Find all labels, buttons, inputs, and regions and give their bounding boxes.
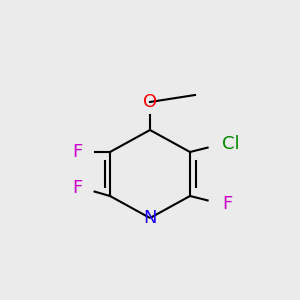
Text: F: F <box>72 143 82 161</box>
Text: N: N <box>143 209 157 227</box>
Text: Cl: Cl <box>222 135 240 153</box>
Text: F: F <box>222 195 232 213</box>
Text: F: F <box>72 179 82 197</box>
Text: O: O <box>143 93 157 111</box>
